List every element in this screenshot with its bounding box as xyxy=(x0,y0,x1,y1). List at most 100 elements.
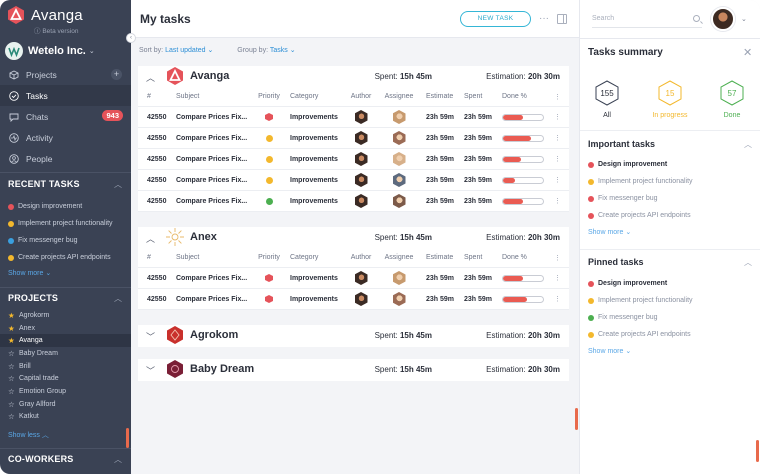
star-outline-icon[interactable]: ☆ xyxy=(8,374,15,384)
project-item-emotion-group[interactable]: ☆ Emotion Group xyxy=(8,386,67,396)
row-menu-icon[interactable]: ⋮ xyxy=(554,156,561,163)
assignee-avatar[interactable] xyxy=(392,271,406,285)
column-menu-icon[interactable]: ⋮ xyxy=(554,254,561,262)
row-menu-icon[interactable]: ⋮ xyxy=(554,135,561,142)
col-estimate[interactable]: Estimate xyxy=(426,254,454,261)
nav-item-activity[interactable]: Activity xyxy=(0,127,131,148)
collapse-projects-icon[interactable]: ︿ xyxy=(114,294,122,303)
recent-task-item[interactable]: Design improvement xyxy=(8,198,113,215)
nav-item-chats[interactable]: Chats 943 xyxy=(0,106,131,127)
chevron-up-icon[interactable]: ︿ xyxy=(146,73,156,83)
stat-in-progress[interactable]: 15 In progress xyxy=(650,80,690,119)
recent-task-item[interactable]: Create projects API endpoints xyxy=(8,249,113,266)
stat-done[interactable]: 57 Done xyxy=(712,80,752,119)
task-subject[interactable]: Compare Prices Fix... xyxy=(176,134,248,142)
assignee-avatar[interactable] xyxy=(392,292,406,306)
stat-all[interactable]: 155 All xyxy=(587,80,627,119)
col-assignee[interactable]: Assignee xyxy=(384,93,414,100)
project-item-avanga[interactable]: ★ Avanga xyxy=(0,334,131,348)
important-task-item[interactable]: Create projects API endpoints xyxy=(588,207,693,224)
star-icon[interactable]: ★ xyxy=(8,310,15,320)
collapse-recent-icon[interactable]: ︿ xyxy=(114,180,122,189)
project-item-brill[interactable]: ☆ Brill xyxy=(8,361,31,371)
new-task-button[interactable]: NEW TASK xyxy=(460,11,531,27)
recent-task-item[interactable]: Fix messenger bug xyxy=(8,232,113,249)
close-icon[interactable]: ✕ xyxy=(743,47,753,59)
search-input[interactable]: Search xyxy=(592,10,702,28)
more-icon[interactable]: ··· xyxy=(539,13,549,24)
pinned-task-item[interactable]: Implement project functionality xyxy=(588,292,693,309)
group-dropdown[interactable]: Tasks ⌄ xyxy=(269,47,296,54)
author-avatar[interactable] xyxy=(354,194,368,208)
pinned-task-item[interactable]: Design improvement xyxy=(588,275,693,292)
star-icon[interactable]: ★ xyxy=(8,323,15,333)
star-outline-icon[interactable]: ☆ xyxy=(8,361,15,371)
recent-show-more-link[interactable]: Show more ⌄ xyxy=(8,270,52,277)
author-avatar[interactable] xyxy=(354,292,368,306)
column-menu-icon[interactable]: ⋮ xyxy=(554,93,561,101)
row-menu-icon[interactable]: ⋮ xyxy=(554,114,561,121)
search-icon[interactable] xyxy=(693,15,700,22)
nav-item-projects[interactable]: Projects + xyxy=(0,64,131,85)
add-project-button[interactable]: + xyxy=(111,69,122,80)
row-menu-icon[interactable]: ⋮ xyxy=(554,275,561,282)
project-header[interactable]: ﹀ Baby Dream Spent: 15h 45m Estimation: … xyxy=(138,359,569,380)
col-category[interactable]: Category xyxy=(290,254,319,261)
task-subject[interactable]: Compare Prices Fix... xyxy=(176,274,248,282)
pinned-task-item[interactable]: Create projects API endpoints xyxy=(588,326,693,343)
project-item-agrokorm[interactable]: ★ Agrokorm xyxy=(8,310,50,320)
important-task-item[interactable]: Design improvement xyxy=(588,156,693,173)
nav-item-people[interactable]: People xyxy=(0,148,131,169)
collapse-coworkers-icon[interactable]: ︿ xyxy=(114,455,122,464)
task-subject[interactable]: Compare Prices Fix... xyxy=(176,197,248,205)
collapse-pinned-icon[interactable]: ︿ xyxy=(744,258,752,267)
brand[interactable]: Avanga xyxy=(6,5,83,25)
row-menu-icon[interactable]: ⋮ xyxy=(554,177,561,184)
panel-toggle-icon[interactable] xyxy=(557,14,567,24)
project-item-katkut[interactable]: ☆ Katkut xyxy=(8,412,39,422)
panel-scrollbar[interactable] xyxy=(756,440,759,462)
row-menu-icon[interactable]: ⋮ xyxy=(554,296,561,303)
star-outline-icon[interactable]: ☆ xyxy=(8,412,15,422)
col-num[interactable]: # xyxy=(147,93,151,100)
author-avatar[interactable] xyxy=(354,173,368,187)
star-icon[interactable]: ★ xyxy=(8,336,15,346)
col-subject[interactable]: Subject xyxy=(176,93,200,100)
col-author[interactable]: Author xyxy=(350,254,372,261)
author-avatar[interactable] xyxy=(354,110,368,124)
assignee-avatar[interactable] xyxy=(392,110,406,124)
project-header[interactable]: ︿ Avanga Spent: 15h 45m Estimation: 20h … xyxy=(138,66,569,87)
collapse-important-icon[interactable]: ︿ xyxy=(744,140,752,149)
table-row[interactable]: 42550 Compare Prices Fix... Improvements… xyxy=(138,289,569,310)
star-outline-icon[interactable]: ☆ xyxy=(8,386,15,396)
project-item-capital-trade[interactable]: ☆ Capital trade xyxy=(8,374,59,384)
nav-item-tasks[interactable]: Tasks xyxy=(0,85,131,106)
table-row[interactable]: 42550 Compare Prices Fix... Improvements… xyxy=(138,170,569,191)
pinned-show-more-link[interactable]: Show more ⌄ xyxy=(588,348,632,355)
col-category[interactable]: Category xyxy=(290,93,319,100)
projects-show-less-link[interactable]: Show less ︿ xyxy=(8,432,49,440)
important-show-more-link[interactable]: Show more ⌄ xyxy=(588,229,632,236)
chevron-down-icon[interactable]: ﹀ xyxy=(146,366,156,376)
project-item-anex[interactable]: ★ Anex xyxy=(8,323,35,333)
col-estimate[interactable]: Estimate xyxy=(426,93,454,100)
important-task-item[interactable]: Fix messenger bug xyxy=(588,190,693,207)
col-assignee[interactable]: Assignee xyxy=(384,254,414,261)
assignee-avatar[interactable] xyxy=(392,131,406,145)
table-row[interactable]: 42550 Compare Prices Fix... Improvements… xyxy=(138,191,569,212)
task-subject[interactable]: Compare Prices Fix... xyxy=(176,155,248,163)
col-num[interactable]: # xyxy=(147,254,151,261)
col-spent[interactable]: Spent xyxy=(464,93,483,100)
col-author[interactable]: Author xyxy=(350,93,372,100)
col-subject[interactable]: Subject xyxy=(176,254,200,261)
table-row[interactable]: 42550 Compare Prices Fix... Improvements… xyxy=(138,149,569,170)
star-outline-icon[interactable]: ☆ xyxy=(8,348,15,358)
project-header[interactable]: ︿ Anex Spent: 15h 45m Estimation: 20h 30… xyxy=(138,227,569,248)
pinned-task-item[interactable]: Fix messenger bug xyxy=(588,309,693,326)
collapse-sidebar-button[interactable]: ‹ xyxy=(126,33,136,43)
author-avatar[interactable] xyxy=(354,152,368,166)
user-avatar[interactable] xyxy=(711,7,735,31)
col-priority[interactable]: Priority xyxy=(258,93,280,100)
row-menu-icon[interactable]: ⋮ xyxy=(554,198,561,205)
project-header[interactable]: ﹀ Agrokom Spent: 15h 45m Estimation: 20h… xyxy=(138,325,569,346)
